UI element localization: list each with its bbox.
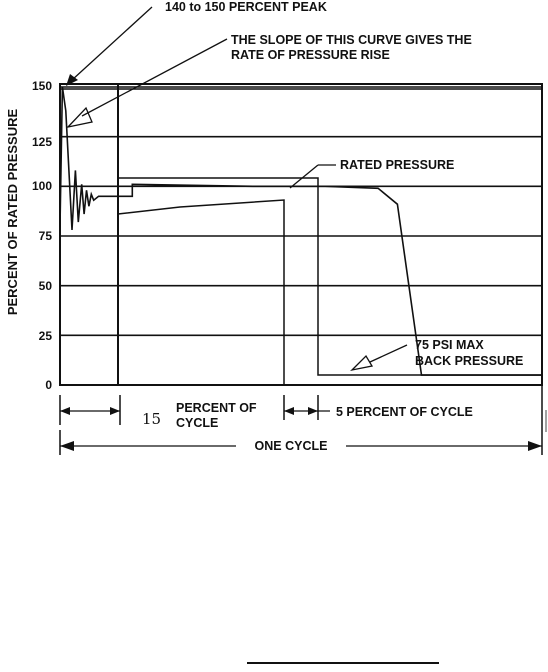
- y-axis-title: PERCENT OF RATED PRESSURE: [5, 109, 20, 316]
- y-gridlines: [60, 86, 542, 337]
- y-tick-labels: 0 25 50 75 100 125 150: [32, 79, 52, 392]
- rated-pressure-label: RATED PRESSURE: [340, 158, 454, 172]
- five-percent-label: 5 PERCENT OF CYCLE: [336, 405, 473, 419]
- slope-annotation-line1: THE SLOPE OF THIS CURVE GIVES THE: [231, 33, 472, 47]
- back-pressure-arrowhead: [350, 354, 374, 372]
- dim-arrowhead: [110, 407, 120, 415]
- back-pressure-label-line1: 75 PSI MAX: [415, 338, 484, 352]
- bottom-rule: [247, 662, 439, 664]
- dim-arrowhead: [284, 407, 294, 415]
- y-tick-label: 0: [45, 378, 52, 392]
- dim-arrowhead: [60, 407, 70, 415]
- pressure-series-line: [59, 86, 542, 376]
- y-tick-label: 50: [39, 279, 53, 293]
- y-tick-label: 125: [32, 135, 52, 149]
- dim-arrowhead: [528, 441, 542, 451]
- rated-pressure-leader-down: [289, 164, 319, 189]
- peak-annotation: 140 to 150 PERCENT PEAK: [165, 0, 327, 14]
- peak-leader-line: [71, 6, 153, 81]
- dim-arrowhead: [308, 407, 318, 415]
- back-pressure-label-line2: BACK PRESSURE: [415, 354, 523, 368]
- y-tick-label: 100: [32, 179, 52, 193]
- back-pressure-leader: [369, 344, 408, 363]
- dim-arrowhead: [60, 441, 74, 451]
- one-cycle-label: ONE CYCLE: [255, 439, 328, 453]
- y-tick-label: 150: [32, 79, 52, 93]
- slope-annotation-line2: RATE OF PRESSURE RISE: [231, 48, 390, 62]
- y-tick-label: 25: [39, 329, 53, 343]
- percent-of-cycle-line1: PERCENT OF: [176, 401, 257, 415]
- lower-reference-trace: [117, 199, 285, 385]
- y-tick-label: 75: [39, 229, 53, 243]
- slope-leader-line: [81, 38, 228, 117]
- fifteen-handwritten: 15: [142, 410, 161, 428]
- slope-arrowhead: [66, 106, 93, 129]
- peak-arrowhead: [66, 74, 78, 86]
- percent-of-cycle-line2: CYCLE: [176, 416, 218, 430]
